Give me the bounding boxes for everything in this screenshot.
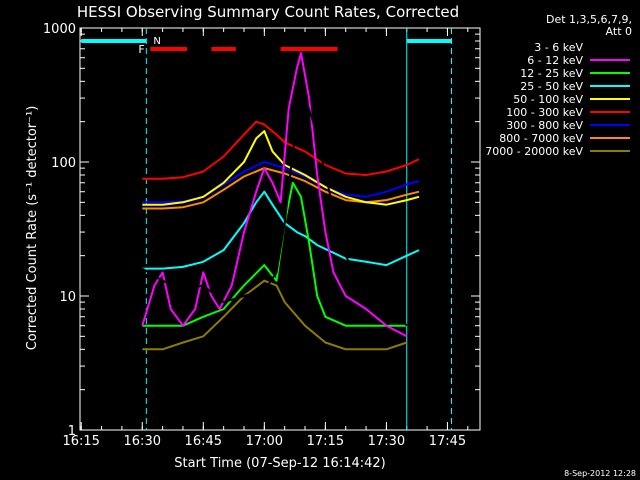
x-tick-label: 16:30 (124, 434, 161, 449)
legend-entry-label: 25 - 50 keV (520, 80, 583, 93)
series-line (142, 130, 420, 206)
legend-entry-label: 50 - 100 keV (513, 93, 583, 106)
series-line (142, 120, 420, 180)
y-tick-label: 1000 (43, 22, 76, 37)
legend-header: Att 0 (606, 25, 632, 38)
y-tick-label: 100 (51, 156, 76, 171)
legend-entry-label: 7000 - 20000 keV (485, 145, 583, 158)
x-axis-label: Start Time (07-Sep-12 16:14:42) (174, 456, 385, 471)
legend-entry-label: 12 - 25 keV (520, 67, 583, 80)
series-line (141, 52, 408, 338)
series-line (142, 181, 407, 327)
series-line (142, 167, 420, 210)
y-axis-label: Corrected Count Rate (s⁻¹ detector⁻¹) (25, 106, 40, 351)
y-tick-label: 1 (68, 424, 76, 439)
x-tick-label: 16:15 (62, 434, 99, 449)
legend-entry-label: 6 - 12 keV (527, 54, 583, 67)
series-line (141, 97, 408, 327)
series-line (142, 279, 408, 351)
legend-entry-label: 800 - 7000 keV (499, 132, 583, 145)
y-tick-label: 10 (59, 290, 76, 305)
timestamp: 8-Sep-2012 12:28 (564, 469, 636, 478)
x-tick-label: 17:45 (429, 434, 466, 449)
x-tick-label: 17:00 (246, 434, 283, 449)
legend-entry-label: 300 - 800 keV (506, 119, 583, 132)
x-tick-label: 17:30 (368, 434, 405, 449)
legend-entry-label: 100 - 300 keV (506, 106, 583, 119)
night-label: N (153, 36, 160, 47)
plot-frame (79, 27, 481, 431)
x-tick-label: 16:45 (185, 434, 222, 449)
x-tick-label: 17:15 (307, 434, 344, 449)
flare-label: F (138, 43, 144, 56)
legend-header: Det 1,3,5,6,7,9, (546, 13, 632, 26)
legend-entry-label: 3 - 6 keV (534, 41, 583, 54)
plot-area: 16:15 16:30 16:45 17:00 17:15 17:30 17:45 1 10 10… (43, 22, 481, 449)
chart-title: HESSI Observing Summary Count Rates, Cor… (77, 3, 459, 21)
